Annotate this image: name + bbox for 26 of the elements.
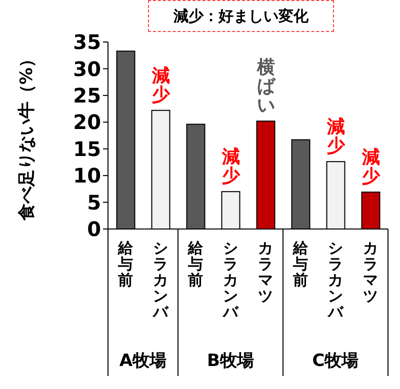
x-tick-label: 給与前 [187,239,204,289]
y-tick-label: 5 [87,190,101,214]
y-tick-label: 15 [73,136,101,161]
text: A牧場 [119,351,167,371]
x-tick-label: シラカンバ [152,239,169,321]
text: B牧場 [207,351,254,371]
x-tick-label: カラマツ [258,239,273,305]
annotation: 減少 [220,146,241,187]
annotation: 横ばい [256,57,276,116]
x-tick-label: 給与前 [292,239,309,289]
chart-title: 減少：好ましい変化 [148,0,334,32]
annotation: 減少 [150,65,171,106]
y-tick-label: 35 [73,30,101,54]
x-tick-label: カラマツ [363,239,378,305]
annotation: 減少 [360,147,381,188]
x-tick-label: 給与前 [117,239,134,289]
y-tick-label: 10 [73,164,101,188]
annotation: 減少 [326,116,346,157]
x-tick-label: シラカンバ [222,239,239,321]
y-tick-label: 30 [73,56,101,81]
y-tick-label: 0 [87,217,101,242]
y-tick-label: 20 [73,110,101,134]
y-tick-label: 25 [73,84,101,108]
text: C牧場 [312,351,359,371]
y-axis-title: 食べ足りない牛（%） [17,50,38,222]
x-tick-label: シラカンバ [327,239,344,321]
